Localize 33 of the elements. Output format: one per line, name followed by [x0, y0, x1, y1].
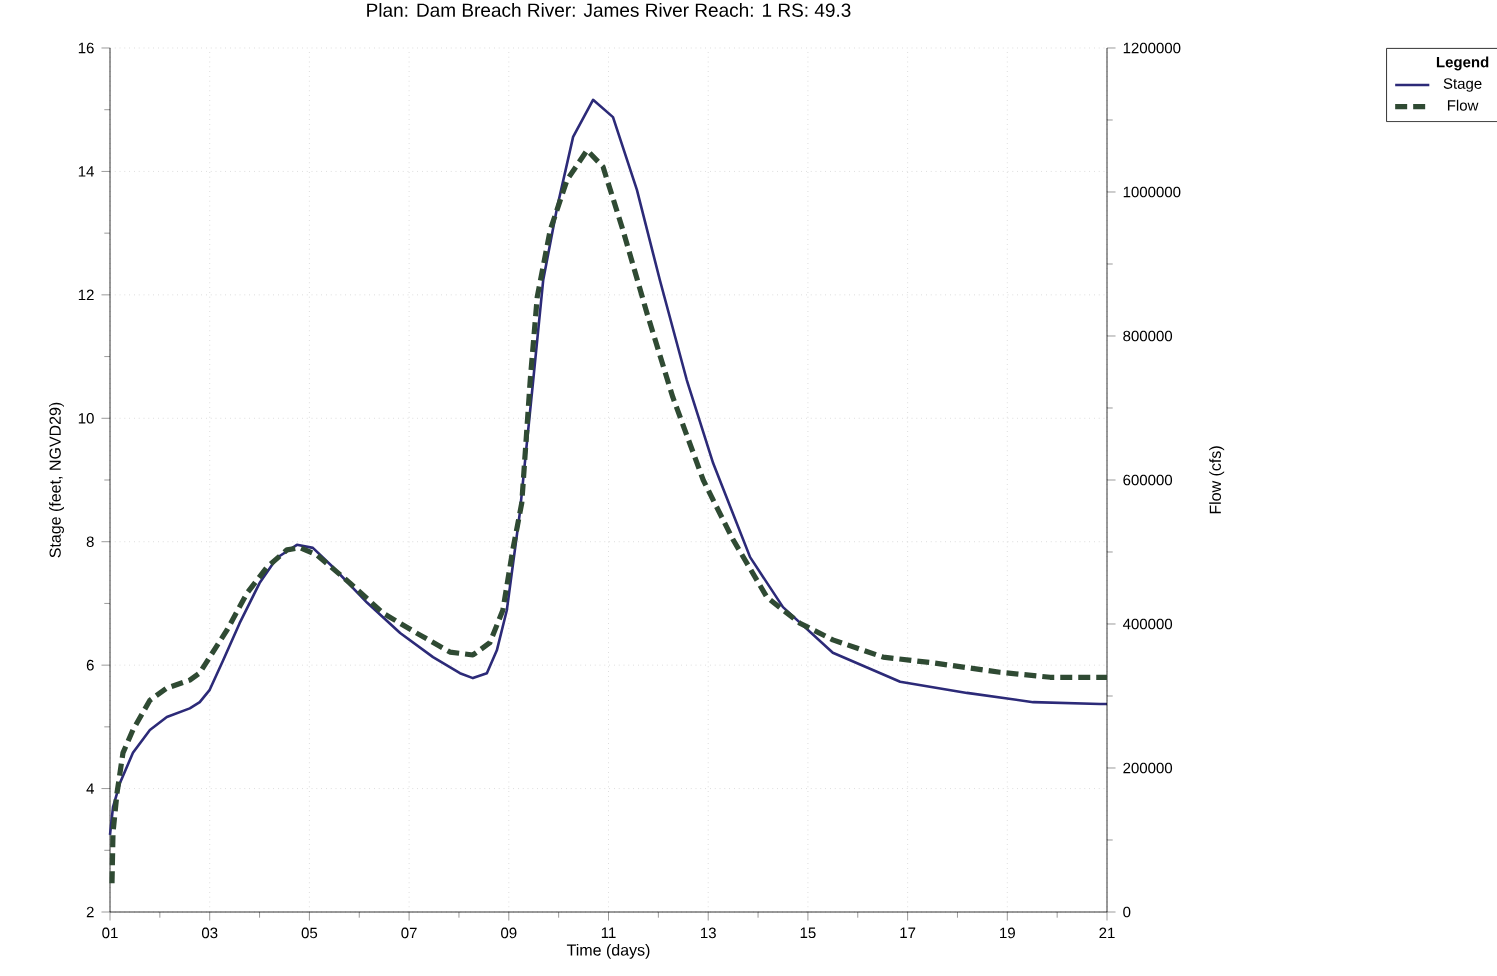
x-tick-label: 09 — [501, 927, 517, 939]
y-tick-label: 14 — [78, 166, 94, 177]
x-tick-label: 01 — [102, 927, 118, 939]
y-tick-label: 12 — [78, 289, 94, 301]
y2-tick-label: 600000 — [1123, 474, 1173, 486]
x-axis-title: Time (days) — [566, 943, 650, 959]
y2-tick-label: 200000 — [1123, 762, 1173, 774]
y2-axis-title: Flow (cfs) — [1209, 446, 1225, 514]
x-tick-label: 17 — [900, 927, 916, 938]
y-tick-label: 8 — [86, 536, 94, 548]
x-tick-label: 19 — [1000, 927, 1015, 939]
legend-label: Stage — [1443, 78, 1482, 92]
x-tick-label: 03 — [201, 927, 218, 939]
y2-tick-label: 1200000 — [1123, 42, 1181, 54]
legend-label: Flow — [1447, 99, 1479, 111]
y-tick-label: 6 — [86, 659, 94, 671]
y2-tick-label: 0 — [1123, 906, 1131, 918]
y-axis-title: Stage (feet, NGVD29) — [49, 402, 64, 558]
y-tick-label: 4 — [86, 783, 94, 794]
y-tick-label: 16 — [78, 42, 94, 54]
x-tick-label: 11 — [601, 927, 616, 938]
x-tick-label: 05 — [301, 927, 318, 939]
x-tick-label: 13 — [701, 927, 716, 939]
y-tick-label: 10 — [78, 412, 94, 424]
x-tick-label: 21 — [1099, 927, 1115, 939]
y2-tick-label: 1000000 — [1123, 186, 1181, 198]
legend-title: Legend — [1436, 56, 1489, 71]
y2-tick-label: 400000 — [1122, 618, 1173, 630]
x-tick-label: 07 — [401, 927, 417, 939]
x-tick-label: 15 — [800, 927, 816, 939]
y2-tick-label: 800000 — [1123, 330, 1173, 342]
y-tick-label: 2 — [86, 906, 94, 918]
chart-title: Plan: Dam Breach River: James River Reach: 1 RS: 49.3 — [367, 2, 851, 17]
